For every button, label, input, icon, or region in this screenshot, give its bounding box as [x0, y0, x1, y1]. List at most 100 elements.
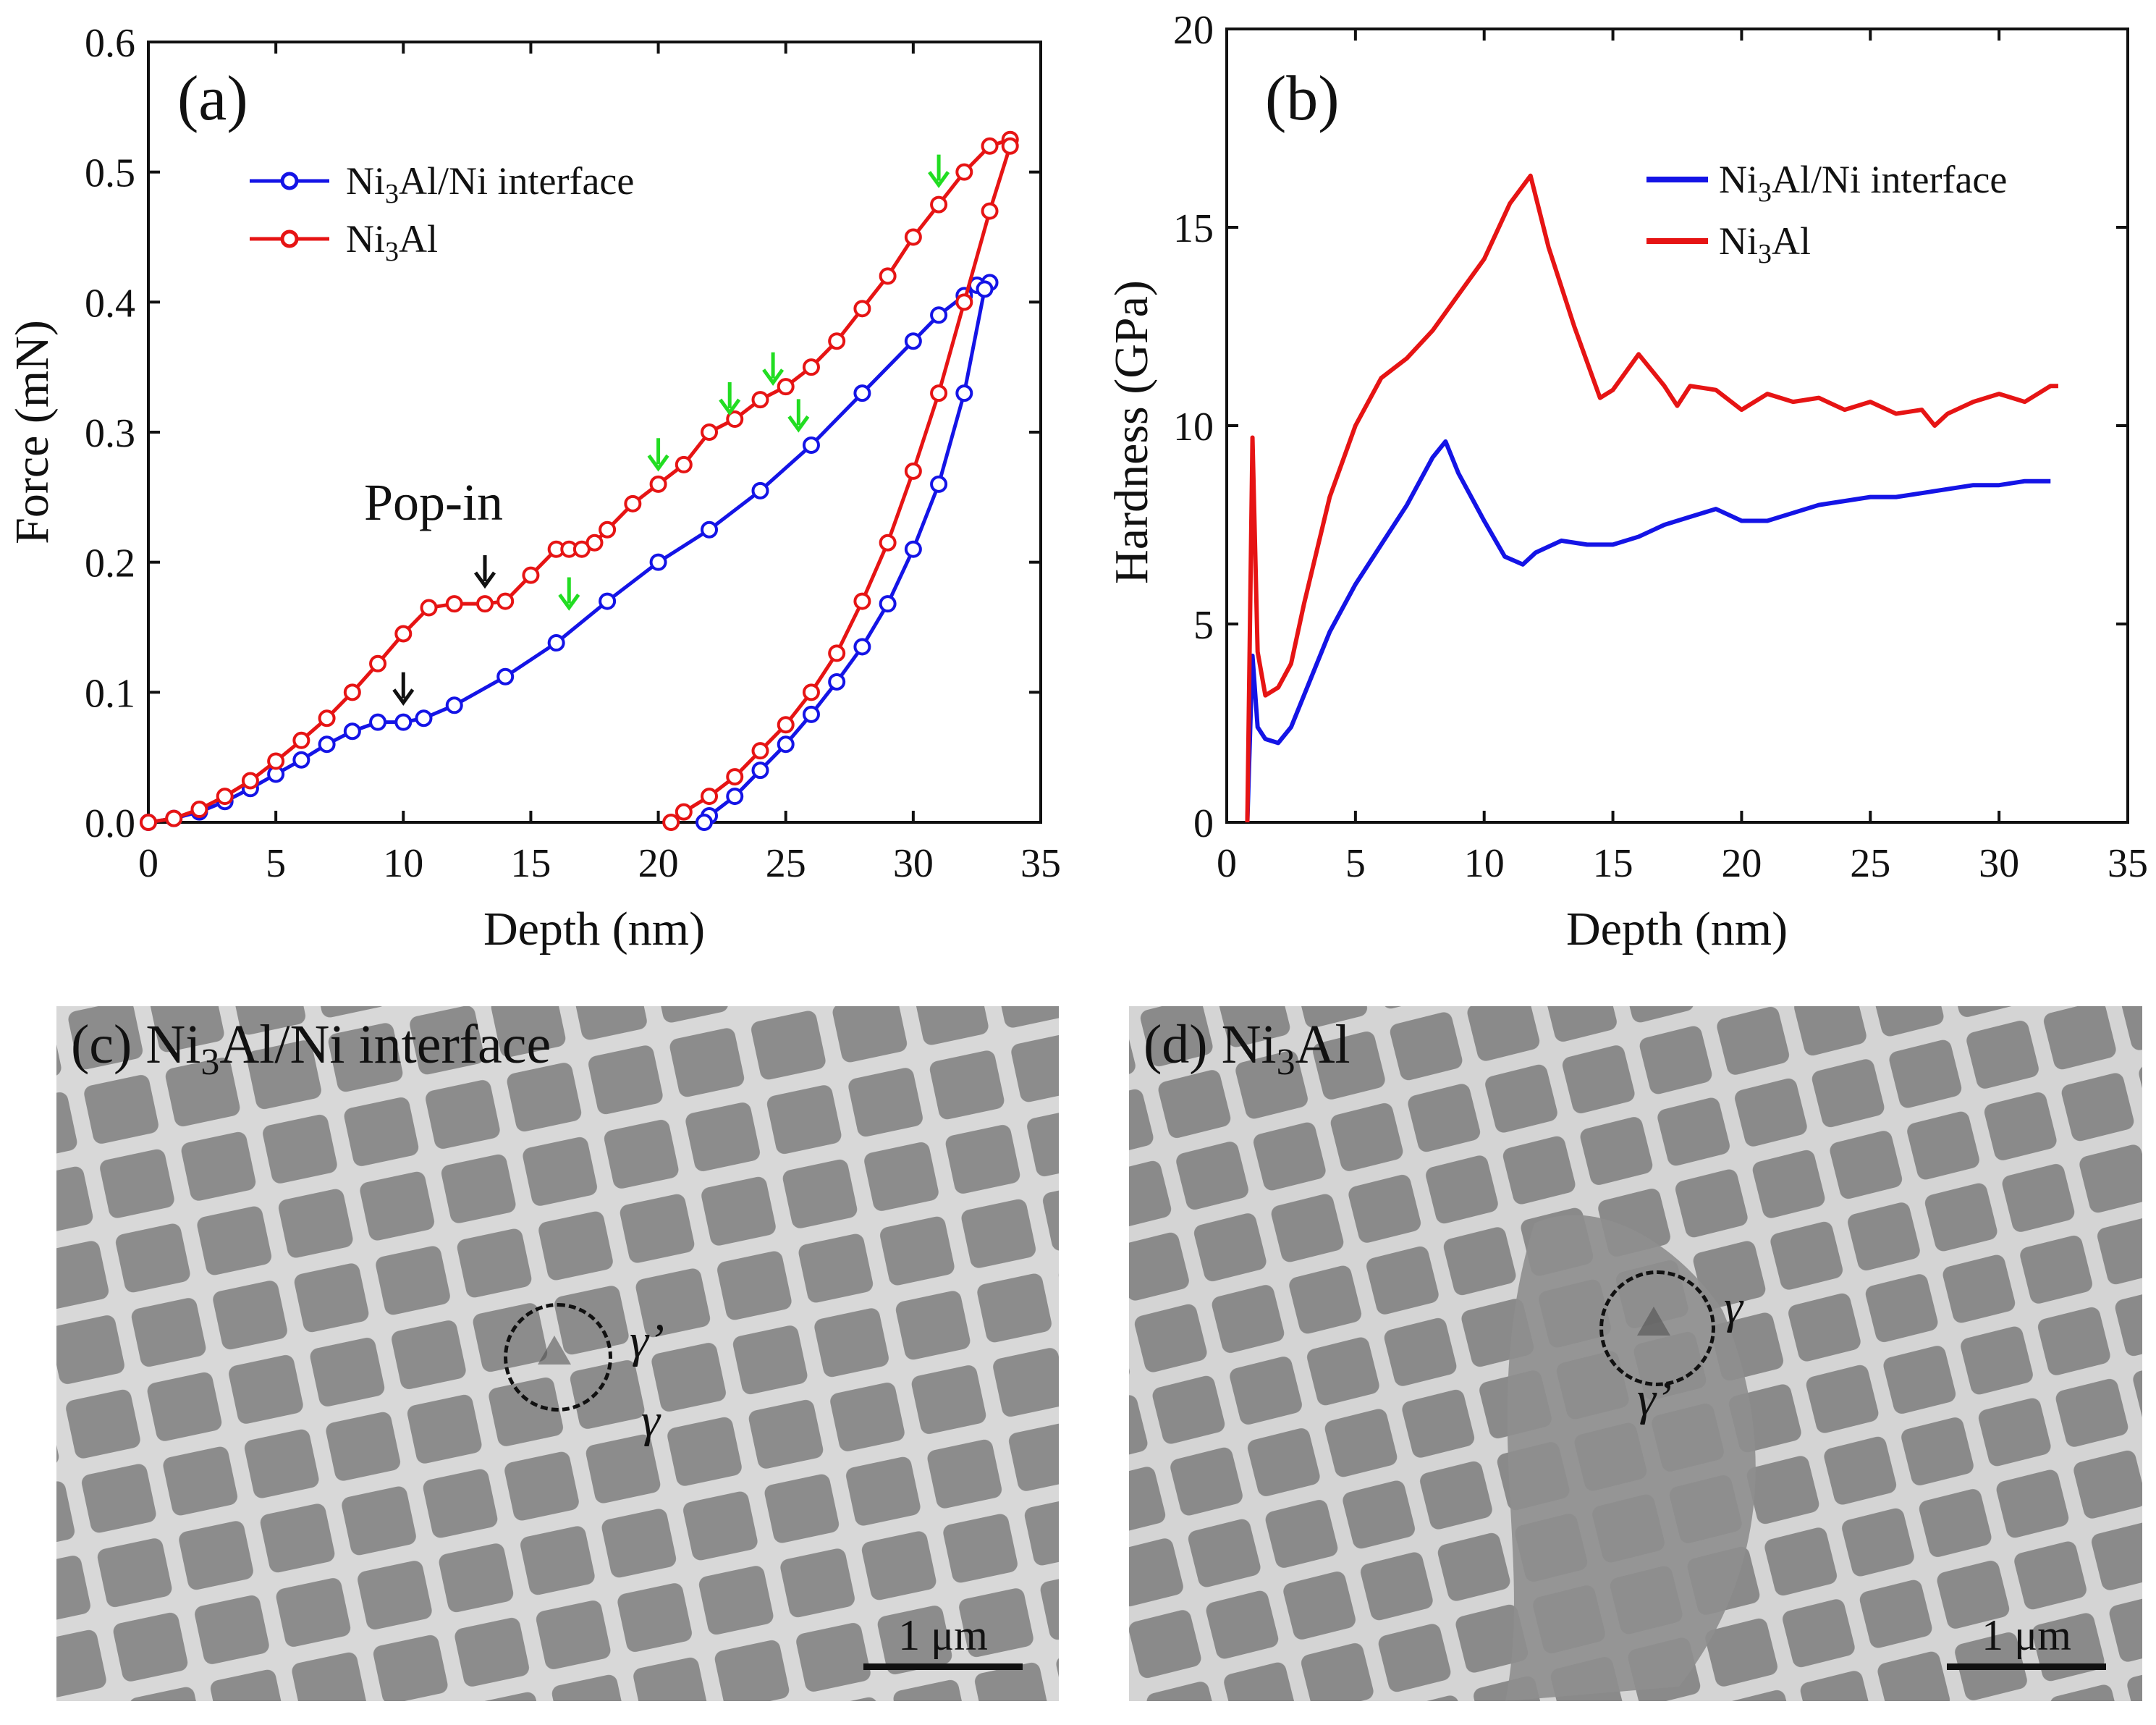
data-point-a-1-48	[726, 768, 744, 786]
data-point-a-1-24	[701, 423, 719, 441]
data-point-a-1-47	[751, 742, 769, 760]
data-point-a-1-8	[343, 683, 361, 701]
phase-label-gamma-d: γ	[1724, 1281, 1743, 1333]
y-tick-label-a-5: 0.5	[85, 151, 135, 196]
data-point-a-0-17	[701, 520, 719, 539]
data-point-a-0-26	[976, 280, 994, 298]
legend-b-label-ni3al: Ni3Al	[1719, 219, 1811, 269]
data-point-a-1-14	[496, 592, 515, 610]
data-point-a-1-19	[585, 533, 604, 552]
data-point-a-0-34	[777, 735, 795, 754]
series-a	[140, 130, 1019, 831]
data-point-a-1-9	[369, 654, 387, 672]
x-tick-label-a-3: 15	[510, 841, 551, 886]
data-point-a-1-4	[241, 772, 259, 790]
data-point-a-1-43	[853, 592, 871, 610]
series-line-a-1	[148, 138, 1013, 824]
x-tick-label-a-5: 25	[766, 841, 806, 886]
panel-label-a: (a)	[177, 64, 248, 134]
legend-b-label-interface: Ni3Al/Ni interface	[1719, 158, 2007, 208]
data-point-a-0-9	[369, 713, 387, 731]
data-point-a-1-30	[853, 300, 871, 318]
y-tick-label-a-3: 0.3	[85, 411, 135, 456]
data-point-a-1-37	[1001, 137, 1019, 155]
arrows-a	[392, 154, 950, 706]
y-tick-label-b-4: 20	[1173, 8, 1214, 53]
x-tick-label-a-2: 10	[383, 841, 423, 886]
y-axis-label-b: Hardness (GPa)	[1105, 280, 1158, 584]
indent-circle-c	[504, 1303, 612, 1412]
x-tick-label-a-0: 0	[138, 841, 158, 886]
data-point-a-1-38	[981, 202, 999, 220]
data-point-a-0-8	[343, 722, 361, 741]
scale-label-d: 1 μm	[1982, 1611, 2071, 1659]
data-point-a-0-28	[930, 475, 948, 493]
x-tick-label-b-4: 20	[1721, 841, 1762, 886]
pop-in-arrow-ni3al	[473, 571, 496, 589]
data-point-a-0-32	[828, 672, 846, 691]
legend-a-label-ni3al: Ni3Al	[346, 217, 438, 267]
data-point-a-1-28	[802, 358, 820, 376]
y-tick-label-a-0: 0.0	[85, 801, 135, 846]
plot-frame-b	[1225, 28, 2129, 824]
y-tick-label-b-2: 10	[1173, 405, 1214, 450]
data-point-a-0-29	[904, 540, 922, 558]
data-point-a-0-36	[726, 788, 744, 806]
pop-in-arrow-interface	[392, 688, 415, 706]
data-point-a-0-14	[547, 634, 565, 652]
data-point-a-1-7	[318, 709, 336, 727]
data-point-a-1-3	[216, 788, 234, 806]
scale-label-c: 1 μm	[898, 1611, 988, 1659]
data-point-a-0-7	[318, 735, 336, 754]
data-point-a-0-12	[445, 696, 463, 714]
x-tick-label-a-6: 30	[893, 841, 934, 886]
ticks-b: 0 5 10 15 20 25 30 35 0 5 10 15 20	[1173, 8, 2148, 886]
y-tick-label-a-6: 0.6	[85, 21, 135, 66]
legend-b: Ni3Al/Ni interface Ni3Al	[1646, 158, 2007, 269]
data-point-a-0-19	[802, 436, 820, 454]
data-point-a-0-10	[394, 713, 413, 731]
data-point-a-0-30	[879, 595, 897, 613]
y-tick-label-a-1: 0.1	[85, 671, 135, 716]
legend-a-marker-blue	[280, 172, 299, 190]
data-point-a-1-29	[828, 332, 846, 350]
y-tick-label-b-0: 0	[1193, 801, 1214, 846]
y-tick-label-a-4: 0.4	[85, 281, 135, 326]
legend-a: Ni3Al/Ni interface Ni3Al	[250, 159, 634, 267]
phase-label-gamma-prime-d: γ’	[1637, 1372, 1672, 1425]
x-tick-label-b-1: 5	[1345, 841, 1366, 886]
x-tick-label-b-6: 30	[1979, 841, 2019, 886]
data-point-a-0-21	[904, 332, 922, 350]
data-point-a-1-6	[292, 731, 310, 749]
data-point-a-0-18	[751, 481, 769, 499]
panel-label-b: (b)	[1265, 64, 1340, 134]
data-point-a-1-20	[599, 520, 617, 539]
data-point-a-1-40	[930, 384, 948, 402]
data-point-a-1-21	[624, 494, 642, 513]
data-point-a-1-5	[267, 752, 285, 770]
x-tick-label-a-4: 20	[638, 841, 679, 886]
legend-a-marker-red	[280, 229, 299, 248]
data-point-a-1-11	[420, 599, 438, 617]
green-arrow-5	[928, 171, 950, 188]
data-point-a-1-31	[879, 267, 897, 285]
data-point-a-1-33	[930, 195, 948, 214]
x-tick-label-b-5: 25	[1850, 841, 1890, 886]
x-tick-label-a-7: 35	[1020, 841, 1061, 886]
x-tick-label-b-7: 35	[2108, 841, 2148, 886]
green-arrow-0	[558, 594, 580, 611]
data-point-a-1-12	[445, 595, 463, 613]
data-point-a-0-33	[802, 705, 820, 723]
green-arrow-3	[762, 368, 785, 386]
data-point-a-0-22	[930, 306, 948, 324]
x-tick-label-b-2: 10	[1464, 841, 1505, 886]
y-axis-label-a: Force (mN)	[6, 320, 59, 544]
sem-title-d: (d) Ni3Al	[1143, 1014, 1350, 1084]
green-arrow-4	[787, 415, 810, 433]
phase-label-gamma-prime-c: γ’	[630, 1315, 664, 1367]
scale-bar-d	[1947, 1663, 2106, 1670]
data-point-a-1-51	[662, 814, 680, 831]
sem-image-c: (c) Ni3Al/Ni interface γ’ γ 1 μm	[56, 1006, 1059, 1701]
data-point-a-1-39	[955, 293, 973, 311]
data-point-a-0-38	[695, 814, 713, 831]
